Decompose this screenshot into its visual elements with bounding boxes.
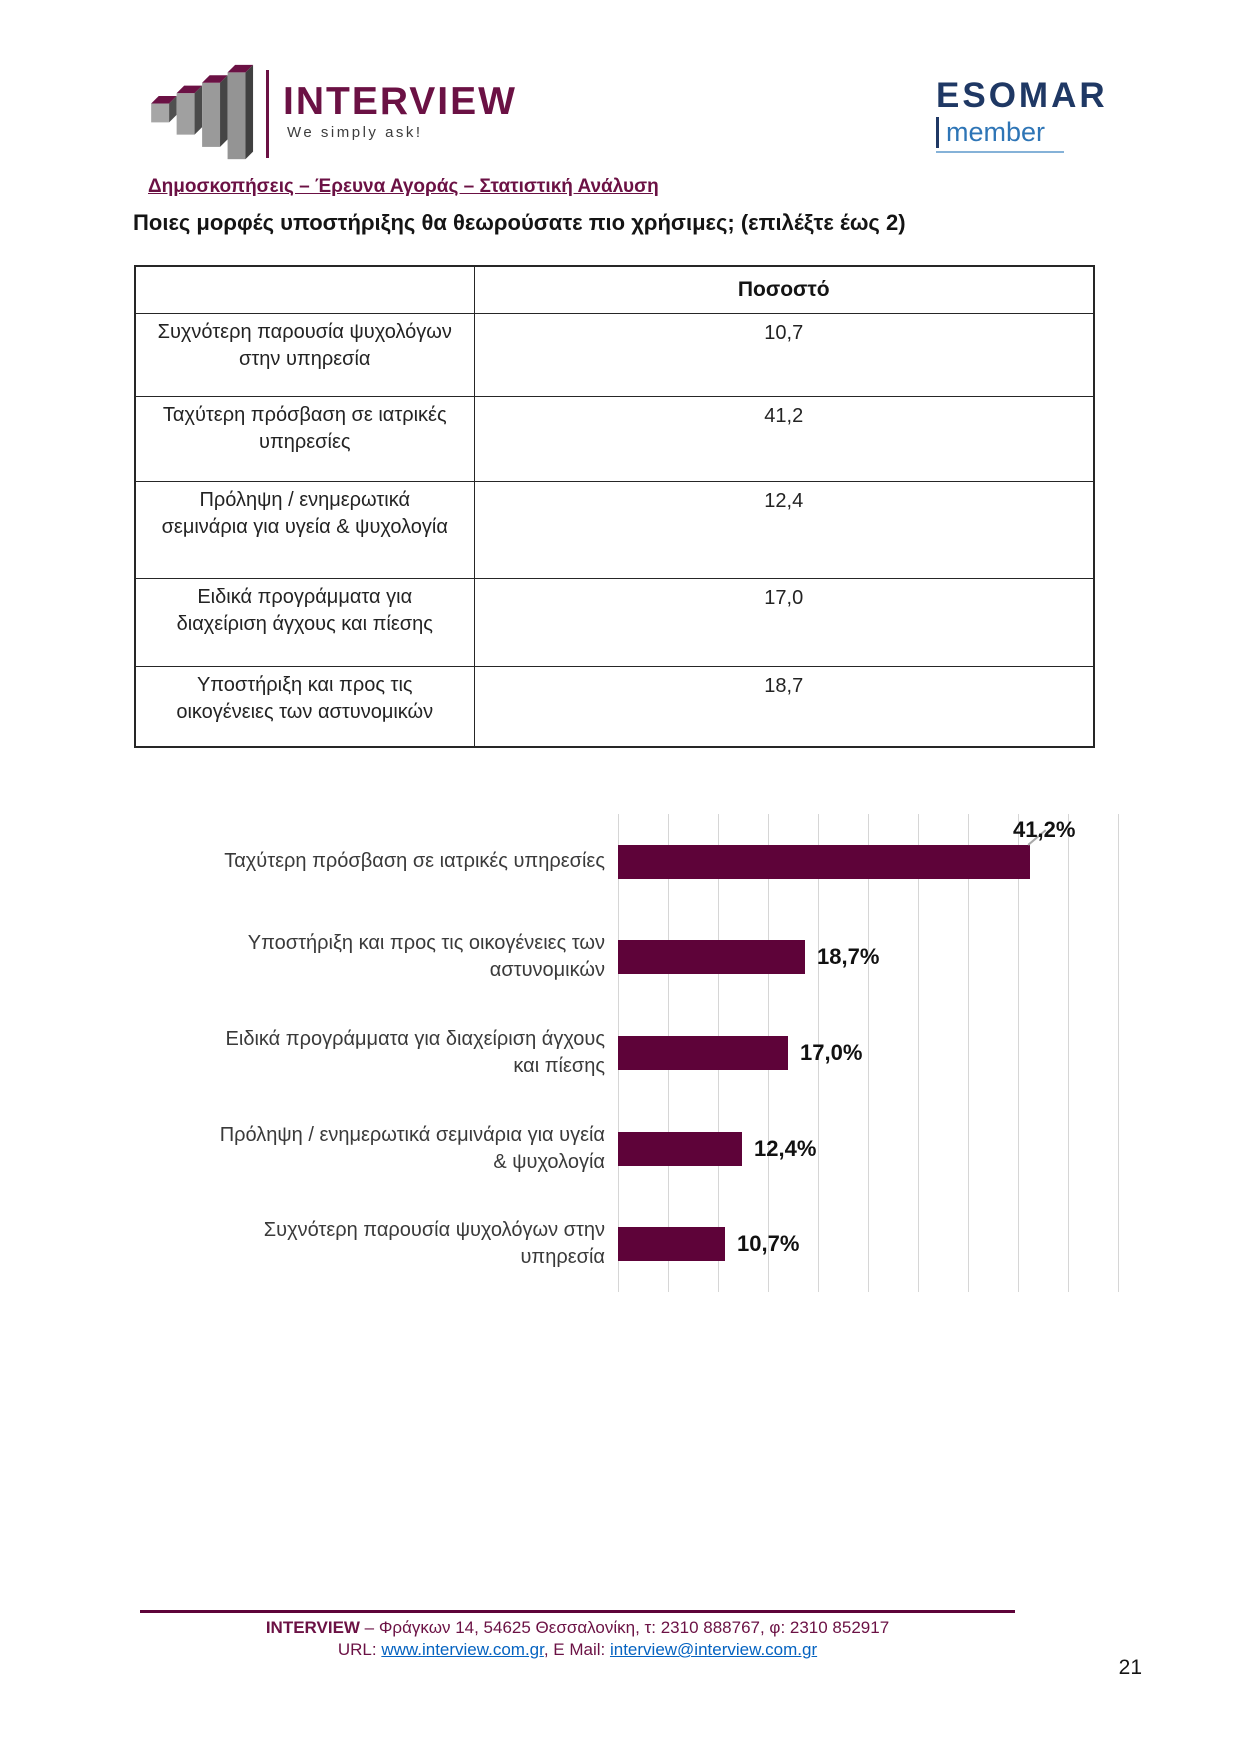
footer-url-label: URL: xyxy=(337,1640,382,1659)
chart-value-label: 18,7% xyxy=(817,944,880,970)
gridline xyxy=(1018,814,1019,1292)
row-label-cell: Πρόληψη / ενημερωτικά σεμινάρια για υγεί… xyxy=(134,481,475,579)
chart-category-label: Υποστήριξη και προς τις οικογένειες των α… xyxy=(247,932,605,982)
chart-category-label: Συχνότερη παρουσία ψυχολόγων στην υπηρεσί… xyxy=(263,1219,605,1269)
table-row: Συχνότερη παρουσία ψυχολόγων στην υπηρεσ… xyxy=(134,313,1095,397)
logo-bars-icon xyxy=(151,64,254,160)
row-label-cell: Ταχύτερη πρόσβαση σε ιατρικές υπηρεσίες xyxy=(134,396,475,482)
logo-wordmark: INTERVIEW xyxy=(283,80,517,123)
header-subtitle: Δημοσκοπήσεις – Έρευνα Αγοράς – Στατιστι… xyxy=(148,176,659,197)
gridline xyxy=(818,814,819,1292)
chart-bar xyxy=(618,940,805,975)
gridline xyxy=(918,814,919,1292)
logo-divider xyxy=(266,70,269,158)
page-number: 21 xyxy=(1118,1656,1142,1679)
chart-value-label: 41,2% xyxy=(1013,817,1076,842)
results-table: Ποσοστό Συχνότερη παρουσία ψυχολόγων στη… xyxy=(134,265,1095,748)
esomar-member-label: member xyxy=(936,117,1064,148)
chart-category-label: Ταχύτερη πρόσβαση σε ιατρικές υπηρεσίες xyxy=(224,850,605,873)
gridline xyxy=(1118,814,1119,1292)
table-row: Πρόληψη / ενημερωτικά σεμινάρια για υγεί… xyxy=(134,481,1095,579)
chart-category-label: Ειδικά προγράμματα για διαχείριση άγχους… xyxy=(225,1027,605,1077)
row-label-cell: Ειδικά προγράμματα για διαχείριση άγχους… xyxy=(134,578,475,667)
gridline xyxy=(868,814,869,1292)
footer-email-link[interactable]: interview@interview.com.gr xyxy=(609,1640,818,1659)
row-value-cell: 18,7 xyxy=(473,666,1095,747)
col-header-percent: Ποσοστό xyxy=(473,265,1095,314)
table-row: Υποστήριξη και προς τις οικογένειες των … xyxy=(134,666,1095,747)
footer-rule xyxy=(140,1610,1015,1613)
chart-category-label: Πρόληψη / ενημερωτικά σεμινάρια για υγεί… xyxy=(219,1123,605,1173)
col-header-empty xyxy=(134,265,475,314)
gridline xyxy=(968,814,969,1292)
row-value-cell: 17,0 xyxy=(473,578,1095,667)
footer-url-link[interactable]: www.interview.com.gr xyxy=(381,1640,544,1659)
table-row: Ειδικά προγράμματα για διαχείριση άγχους… xyxy=(134,578,1095,667)
footer-address-line: INTERVIEW – Φράγκων 14, 54625 Θεσσαλονίκ… xyxy=(140,1618,1015,1638)
bar-chart: Ταχύτερη πρόσβαση σε ιατρικές υπηρεσίες 4… xyxy=(140,814,1145,1292)
table-header-row: Ποσοστό xyxy=(134,265,1095,314)
row-label-cell: Υποστήριξη και προς τις οικογένειες των … xyxy=(134,666,475,747)
table-row: Ταχύτερη πρόσβαση σε ιατρικές υπηρεσίες 4… xyxy=(134,396,1095,482)
esomar-wordmark: ESOMAR xyxy=(936,76,1108,115)
esomar-member-underline xyxy=(936,151,1064,153)
footer-links-line: URL: www.interview.com.gr, E Mail: inter… xyxy=(140,1640,1015,1660)
row-label-cell: Συχνότερη παρουσία ψυχολόγων στην υπηρεσ… xyxy=(134,313,475,397)
question-title: Ποιες μορφές υποστήριξης θα θεωρούσατε π… xyxy=(133,210,906,235)
chart-value-label: 12,4% xyxy=(754,1135,817,1161)
chart-bar xyxy=(618,1227,725,1262)
row-value-cell: 12,4 xyxy=(473,481,1095,579)
chart-bar xyxy=(618,1131,742,1166)
chart-value-label: 10,7% xyxy=(737,1231,800,1257)
footer-company-name: INTERVIEW xyxy=(265,1618,360,1637)
row-value-cell: 10,7 xyxy=(473,313,1095,397)
footer-address-text: – Φράγκων 14, 54625 Θεσσαλονίκη, τ: 2310… xyxy=(359,1618,890,1637)
logo-tagline: We simply ask! xyxy=(287,124,423,141)
gridline xyxy=(1068,814,1069,1292)
esomar-logo: ESOMAR member xyxy=(936,76,1136,153)
chart-bar xyxy=(618,1036,788,1070)
footer-email-label: , E Mail: xyxy=(543,1640,610,1659)
chart-value-label: 17,0% xyxy=(800,1040,863,1065)
chart-bar xyxy=(618,844,1030,879)
results-table-body: Συχνότερη παρουσία ψυχολόγων στην υπηρεσ… xyxy=(134,313,1095,747)
row-value-cell: 41,2 xyxy=(473,396,1095,482)
